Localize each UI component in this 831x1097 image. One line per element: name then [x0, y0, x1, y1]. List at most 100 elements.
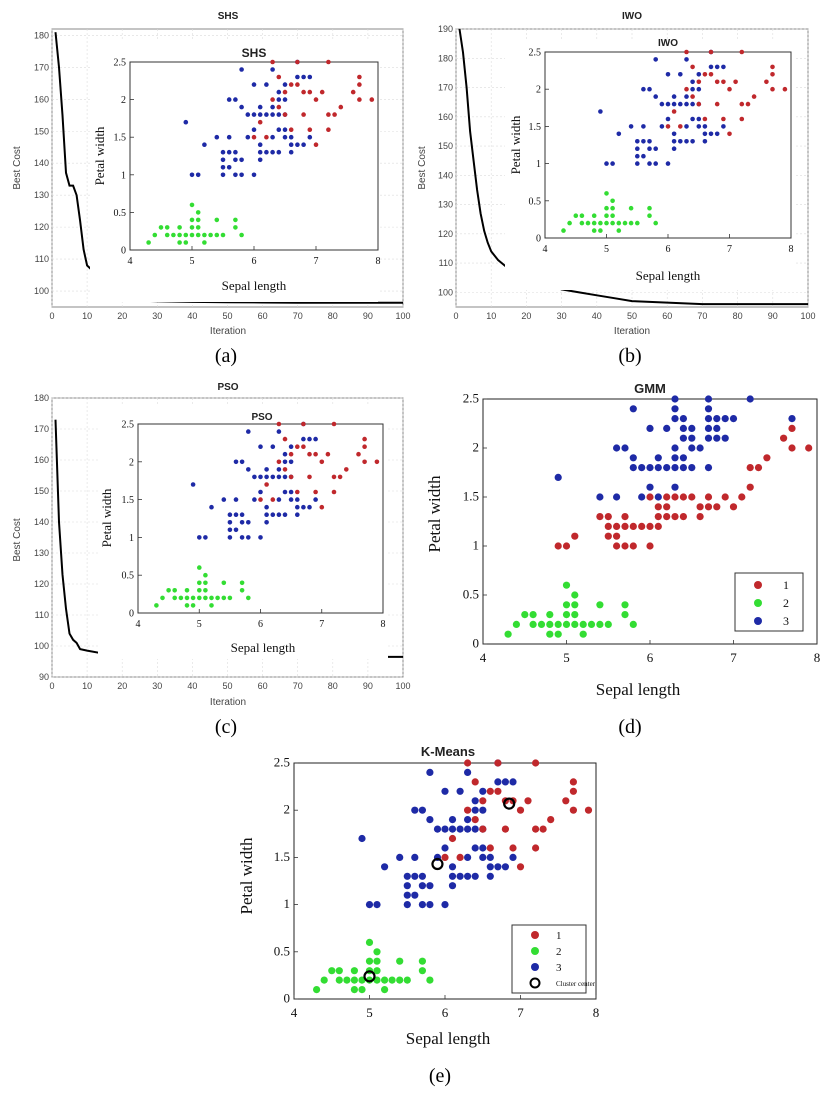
- blue-point: [183, 119, 189, 125]
- blue-point: [635, 139, 640, 144]
- cluster-3-point: [448, 816, 457, 824]
- cluster-1-point: [532, 825, 540, 833]
- green-point: [152, 232, 158, 238]
- red-point: [288, 82, 294, 87]
- blue-point: [282, 459, 288, 465]
- blue-point: [282, 451, 288, 457]
- cluster-2-point: [537, 620, 546, 629]
- blue-point: [714, 131, 720, 137]
- red-point: [313, 489, 318, 495]
- ytick-label: 140: [438, 170, 453, 180]
- blue-point: [671, 101, 677, 107]
- blue-point: [257, 112, 263, 117]
- blue-point: [252, 497, 257, 502]
- ytick-label: 150: [34, 126, 49, 136]
- blue-point: [233, 497, 239, 502]
- green-point: [195, 232, 201, 238]
- cluster-3-point: [671, 444, 679, 452]
- green-point: [221, 580, 227, 586]
- cluster-3-point: [365, 901, 374, 909]
- inset-ytick-label: 2: [121, 95, 126, 106]
- panel-d: 4 5 6 7 8 0 0.5 1 1.5 2 2.5 GMM Sepal length Petal…: [425, 381, 820, 738]
- ytick-label: 180: [34, 393, 49, 403]
- panel-d-points: [504, 395, 813, 638]
- panel-c-subfigure-label: (c): [215, 716, 237, 738]
- green-point: [164, 232, 170, 238]
- green-point: [184, 603, 190, 608]
- blue-point: [258, 489, 263, 495]
- inset-xtick-label: 8: [789, 244, 794, 255]
- cluster-3-point: [464, 872, 472, 880]
- blue-point: [288, 489, 294, 495]
- panel-c-inset-axes: [137, 423, 384, 614]
- red-point: [326, 127, 331, 132]
- xtick-label: 20: [117, 681, 127, 691]
- red-point: [671, 109, 677, 114]
- red-point: [739, 49, 745, 55]
- red-point: [751, 94, 757, 99]
- green-point: [195, 225, 201, 230]
- blue-point: [252, 474, 257, 480]
- cluster-3-point: [679, 464, 688, 472]
- red-point: [295, 82, 300, 87]
- cluster-1-point: [604, 532, 612, 540]
- cluster-3-point: [418, 882, 426, 890]
- cluster-3-point: [671, 395, 679, 403]
- blue-point: [653, 94, 658, 99]
- panel-b: 0 10 20 30 40 50 60 70 80 90 100100110120130140150…: [417, 11, 816, 367]
- blue-point: [665, 116, 671, 122]
- blue-point: [696, 72, 702, 77]
- inset-xtick-label: 4: [543, 244, 548, 255]
- blue-point: [684, 139, 689, 144]
- blue-point: [270, 474, 276, 480]
- cluster-3-point: [729, 415, 738, 423]
- blue-point: [264, 467, 269, 472]
- cluster-1-point: [486, 787, 494, 795]
- blue-point: [233, 459, 239, 465]
- blue-point: [665, 101, 671, 107]
- blue-point: [604, 161, 609, 166]
- blue-point: [641, 124, 646, 129]
- red-point: [307, 89, 313, 95]
- red-point: [708, 49, 714, 55]
- cluster-3-point: [501, 863, 509, 871]
- red-point: [307, 474, 312, 480]
- cluster-2-point: [554, 630, 562, 638]
- cluster-1-point: [646, 522, 654, 531]
- cluster-3-point: [464, 816, 472, 824]
- blue-point: [239, 67, 244, 72]
- cluster-1-point: [532, 759, 540, 767]
- blue-point: [257, 149, 263, 155]
- red-point: [357, 82, 362, 87]
- green-point: [628, 220, 634, 226]
- cluster-1-point: [654, 513, 662, 521]
- green-point: [209, 595, 214, 601]
- cluster-3-point: [688, 444, 696, 452]
- cluster-3-point: [671, 415, 679, 423]
- cluster-2-point: [504, 630, 512, 638]
- blue-point: [671, 146, 677, 151]
- gmm-ytick-label: 2: [473, 440, 480, 455]
- gmm-ytick-label: 0: [473, 636, 480, 651]
- cluster-1-point: [494, 759, 502, 767]
- blue-point: [301, 504, 306, 510]
- inset-ytick-label: 2: [536, 85, 541, 96]
- gmm-ytick-label: 1: [473, 538, 480, 553]
- green-point: [246, 595, 251, 601]
- blue-point: [282, 97, 288, 102]
- xtick-label: 10: [486, 311, 496, 321]
- panel-e-legend-marker-3: [531, 963, 539, 971]
- green-point: [203, 580, 208, 586]
- cluster-3-point: [721, 415, 729, 423]
- panel-e-legend-marker-1: [531, 931, 539, 939]
- inset-xtick-label: 5: [190, 256, 195, 267]
- xtick-label: 100: [395, 311, 410, 321]
- blue-point: [641, 153, 646, 159]
- panel-d-xlabel: Sepal length: [596, 680, 681, 699]
- blue-point: [276, 497, 282, 502]
- green-point: [591, 220, 597, 226]
- ytick-label: 170: [34, 424, 49, 434]
- cluster-3-point: [448, 825, 457, 833]
- blue-point: [257, 104, 263, 110]
- gmm-xtick-label: 8: [814, 650, 821, 665]
